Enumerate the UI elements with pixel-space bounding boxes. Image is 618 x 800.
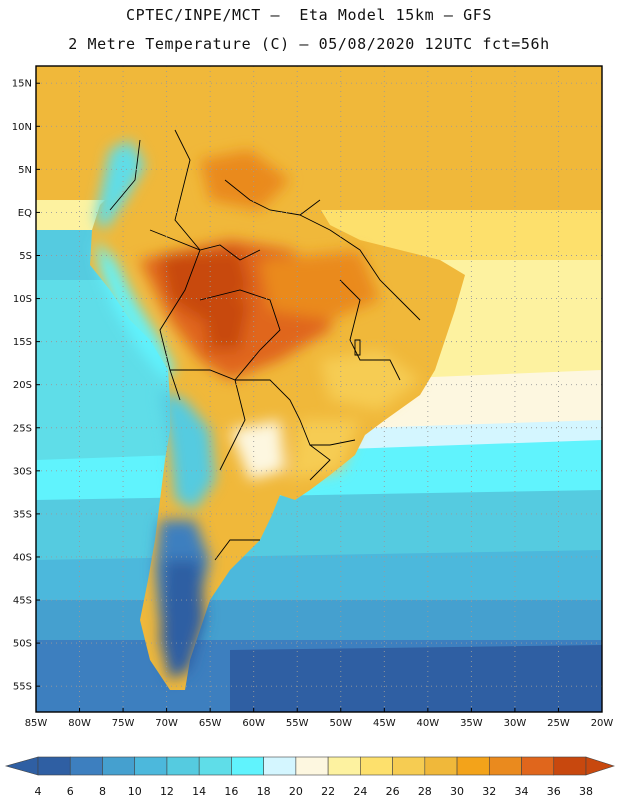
lon-tick-label: 35W xyxy=(460,718,483,729)
map-title-line-2: 2 Metre Temperature (C) – 05/08/2020 12U… xyxy=(68,35,550,53)
colorbar-swatch xyxy=(295,756,329,776)
lon-tick-label: 40W xyxy=(417,718,440,729)
colorbar-swatch xyxy=(327,756,361,776)
color-bar: 4 6 8 10 12 14 16 18 20 22 24 26 28 30 32 34 36 38 xyxy=(4,756,615,798)
lon-tick-label: 60W xyxy=(242,718,265,729)
lon-tick-label: 50W xyxy=(329,718,352,729)
colorbar-label: 4 xyxy=(35,785,42,798)
colorbar-swatch xyxy=(69,756,103,776)
longitude-axis: 85W 80W 75W 70W 65W 60W 55W 50W 45W 40W 35W 30W 25W 2… xyxy=(25,708,614,729)
lat-tick-label: 5S xyxy=(19,251,32,262)
lat-tick-label: 50S xyxy=(13,639,32,650)
colorbar-label: 38 xyxy=(579,785,593,798)
lat-tick-label: 40S xyxy=(13,552,32,563)
lat-tick-label: 15N xyxy=(12,79,32,90)
colorbar-label: 34 xyxy=(515,785,529,798)
colorbar-label: 10 xyxy=(128,785,142,798)
lat-tick-label: 55S xyxy=(13,682,32,693)
lat-tick-label: 20S xyxy=(13,380,32,391)
lat-tick-label: 15S xyxy=(13,337,32,348)
lon-tick-label: 20W xyxy=(591,718,614,729)
colorbar-swatch xyxy=(424,756,458,776)
temperature-field xyxy=(36,66,602,712)
colorbar-label: 32 xyxy=(482,785,496,798)
colorbar-label: 26 xyxy=(386,785,400,798)
lat-tick-label: 10N xyxy=(12,122,32,133)
lon-tick-label: 85W xyxy=(25,718,48,729)
lon-tick-label: 30W xyxy=(504,718,527,729)
colorbar-swatch xyxy=(166,756,200,776)
colorbar-swatch xyxy=(488,756,522,776)
map-title-line-1: CPTEC/INPE/MCT – Eta Model 15km – GFS xyxy=(126,6,492,24)
colorbar-label: 16 xyxy=(224,785,238,798)
colorbar-swatch xyxy=(392,756,426,776)
lon-tick-label: 55W xyxy=(286,718,309,729)
colorbar-label: 12 xyxy=(160,785,174,798)
map-frame xyxy=(35,65,603,713)
colorbar-high-triangle xyxy=(585,756,615,776)
colorbar-swatch xyxy=(231,756,264,776)
colorbar-swatch xyxy=(360,756,393,776)
colorbar-label: 6 xyxy=(67,785,74,798)
colorbar-swatch xyxy=(37,756,71,776)
colorbar-swatch xyxy=(521,756,555,776)
colorbar-swatch xyxy=(134,756,168,776)
lon-tick-label: 70W xyxy=(155,718,178,729)
colorbar-label: 30 xyxy=(450,785,464,798)
lat-tick-label: 35S xyxy=(13,509,32,520)
colorbar-swatch xyxy=(263,756,297,776)
lat-tick-label: 30S xyxy=(13,466,32,477)
colorbar-label: 18 xyxy=(257,785,271,798)
colorbar-swatch xyxy=(198,756,232,776)
colorbar-label: 20 xyxy=(289,785,303,798)
lat-tick-label: 5N xyxy=(18,165,32,176)
lat-tick-label: 10S xyxy=(13,294,32,305)
lon-tick-label: 65W xyxy=(199,718,222,729)
colorbar-label: 8 xyxy=(99,785,106,798)
lon-tick-label: 45W xyxy=(373,718,396,729)
lat-tick-label: 45S xyxy=(13,596,32,607)
colorbar-swatch xyxy=(553,756,587,776)
colorbar-swatch xyxy=(456,756,490,776)
colorbar-label: 22 xyxy=(321,785,335,798)
colorbar-label: 24 xyxy=(353,785,367,798)
colorbar-label: 28 xyxy=(418,785,432,798)
colorbar-label: 14 xyxy=(192,785,206,798)
colorbar-swatch xyxy=(102,756,136,776)
lon-tick-label: 75W xyxy=(112,718,135,729)
lat-tick-label: EQ xyxy=(18,208,32,219)
colorbar-label: 36 xyxy=(547,785,561,798)
colorbar-low-triangle xyxy=(4,756,39,776)
lon-tick-label: 25W xyxy=(547,718,570,729)
lon-tick-label: 80W xyxy=(68,718,91,729)
lat-tick-label: 25S xyxy=(13,423,32,434)
latitude-axis: 15N 10N 5N EQ 5S 10S 15S 20S 25S 30S 35S 40S 45S 50S 5… xyxy=(12,79,40,693)
